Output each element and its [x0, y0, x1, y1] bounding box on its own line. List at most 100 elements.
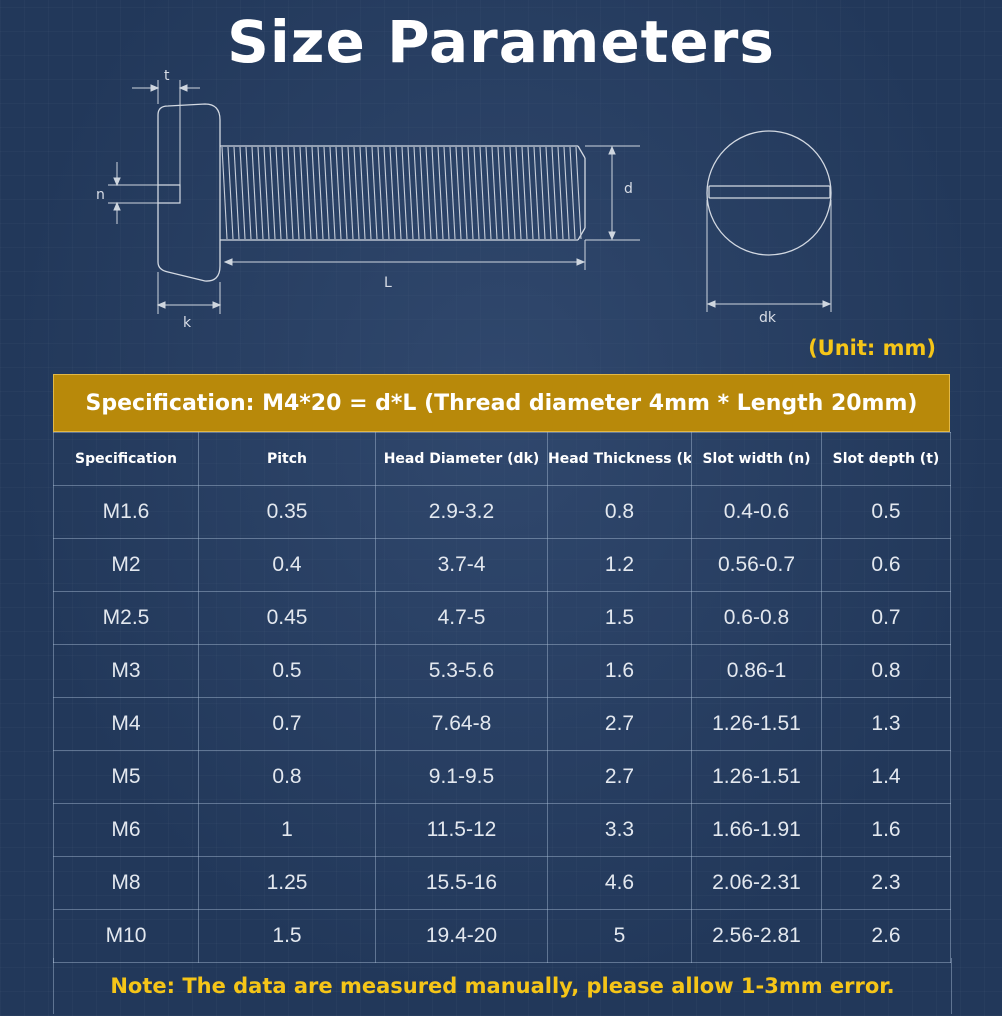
thread-line: [383, 146, 390, 240]
thread-line: [239, 146, 246, 240]
thread-line: [269, 146, 276, 240]
thread-line: [275, 146, 282, 240]
thread-line: [371, 146, 378, 240]
cell-pitch: 0.5: [198, 644, 376, 698]
thread-line: [323, 146, 330, 240]
thread-line: [485, 146, 492, 240]
cell-head-diameter: 2.9-3.2: [375, 485, 548, 539]
thread-line: [317, 146, 324, 240]
thread-line: [281, 146, 288, 240]
thread-line: [227, 146, 234, 240]
label-k: k: [183, 315, 192, 331]
cell-head-thickness: 2.7: [547, 750, 692, 804]
thread-line: [251, 146, 258, 240]
cell-slot-width: 0.4-0.6: [691, 485, 822, 539]
label-L: L: [384, 275, 392, 291]
cell-head-thickness: 3.3: [547, 803, 692, 857]
thread-line: [341, 146, 348, 240]
cell-slot-width: 0.86-1: [691, 644, 822, 698]
header-specification: Specification: [53, 432, 199, 486]
thread-line: [263, 146, 270, 240]
cell-specification: M8: [53, 856, 199, 910]
thread-line: [461, 146, 468, 240]
measurement-note: Note: The data are measured manually, pl…: [53, 958, 952, 1014]
thread-line: [347, 146, 354, 240]
thread-line: [551, 146, 558, 240]
cell-head-thickness: 4.6: [547, 856, 692, 910]
thread-line: [365, 146, 372, 240]
thread-line: [335, 146, 342, 240]
cell-pitch: 0.4: [198, 538, 376, 592]
cell-slot-depth: 1.6: [821, 803, 951, 857]
cell-pitch: 0.35: [198, 485, 376, 539]
cell-pitch: 0.45: [198, 591, 376, 645]
thread-line: [299, 146, 306, 240]
thread-line: [497, 146, 504, 240]
thread-line: [305, 146, 312, 240]
cell-slot-width: 2.56-2.81: [691, 909, 822, 963]
header-slot-depth: Slot depth (t): [821, 432, 951, 486]
cell-specification: M2: [53, 538, 199, 592]
thread-line: [545, 146, 552, 240]
header-slot-width: Slot width (n): [691, 432, 822, 486]
cell-slot-depth: 1.4: [821, 750, 951, 804]
cell-head-diameter: 11.5-12: [375, 803, 548, 857]
cell-head-diameter: 9.1-9.5: [375, 750, 548, 804]
thread-line: [395, 146, 402, 240]
head-slot: [158, 184, 181, 204]
cell-slot-depth: 2.3: [821, 856, 951, 910]
thread-line: [437, 146, 444, 240]
cell-slot-width: 1.26-1.51: [691, 697, 822, 751]
cell-head-thickness: 5: [547, 909, 692, 963]
header-head-diameter: Head Diameter (dk): [375, 432, 548, 486]
cell-pitch: 1: [198, 803, 376, 857]
cell-head-diameter: 3.7-4: [375, 538, 548, 592]
thread-line: [293, 146, 300, 240]
thread-line: [359, 146, 366, 240]
thread-lines: [221, 146, 582, 240]
cell-slot-width: 1.26-1.51: [691, 750, 822, 804]
label-n: n: [96, 187, 105, 203]
thread-line: [257, 146, 264, 240]
table-row: M3 0.5 5.3-5.6 1.6 0.86-1 0.8: [53, 644, 951, 698]
thread-line: [329, 146, 336, 240]
specification-banner: Specification: M4*20 = d*L (Thread diame…: [53, 374, 950, 432]
cell-head-thickness: 1.2: [547, 538, 692, 592]
cell-head-diameter: 19.4-20: [375, 909, 548, 963]
header-head-thickness: Head Thickness (k): [547, 432, 692, 486]
header-pitch: Pitch: [198, 432, 376, 486]
cell-slot-depth: 2.6: [821, 909, 951, 963]
thread-line: [503, 146, 510, 240]
thread-line: [377, 146, 384, 240]
table-row: M1.6 0.35 2.9-3.2 0.8 0.4-0.6 0.5: [53, 485, 951, 539]
cell-pitch: 1.5: [198, 909, 376, 963]
table-row: M10 1.5 19.4-20 5 2.56-2.81 2.6: [53, 909, 951, 963]
thread-line: [407, 146, 414, 240]
cell-head-diameter: 15.5-16: [375, 856, 548, 910]
table-row: M5 0.8 9.1-9.5 2.7 1.26-1.51 1.4: [53, 750, 951, 804]
cell-pitch: 0.7: [198, 697, 376, 751]
table-row: M4 0.7 7.64-8 2.7 1.26-1.51 1.3: [53, 697, 951, 751]
thread-line: [557, 146, 564, 240]
cell-head-diameter: 5.3-5.6: [375, 644, 548, 698]
label-d: d: [624, 181, 633, 197]
cell-pitch: 1.25: [198, 856, 376, 910]
cell-head-diameter: 7.64-8: [375, 697, 548, 751]
thread-line: [245, 146, 252, 240]
thread-line: [443, 146, 450, 240]
cell-specification: M3: [53, 644, 199, 698]
top-view-slot: [708, 185, 831, 199]
thread-line: [401, 146, 408, 240]
thread-line: [479, 146, 486, 240]
screw-head-top-view: [706, 130, 832, 256]
cell-slot-depth: 0.6: [821, 538, 951, 592]
thread-line: [413, 146, 420, 240]
cell-slot-depth: 0.5: [821, 485, 951, 539]
table-row: M6 1 11.5-12 3.3 1.66-1.91 1.6: [53, 803, 951, 857]
thread-line: [515, 146, 522, 240]
cell-specification: M6: [53, 803, 199, 857]
cell-slot-depth: 0.7: [821, 591, 951, 645]
cell-specification: M4: [53, 697, 199, 751]
cell-head-thickness: 1.5: [547, 591, 692, 645]
cell-slot-width: 1.66-1.91: [691, 803, 822, 857]
